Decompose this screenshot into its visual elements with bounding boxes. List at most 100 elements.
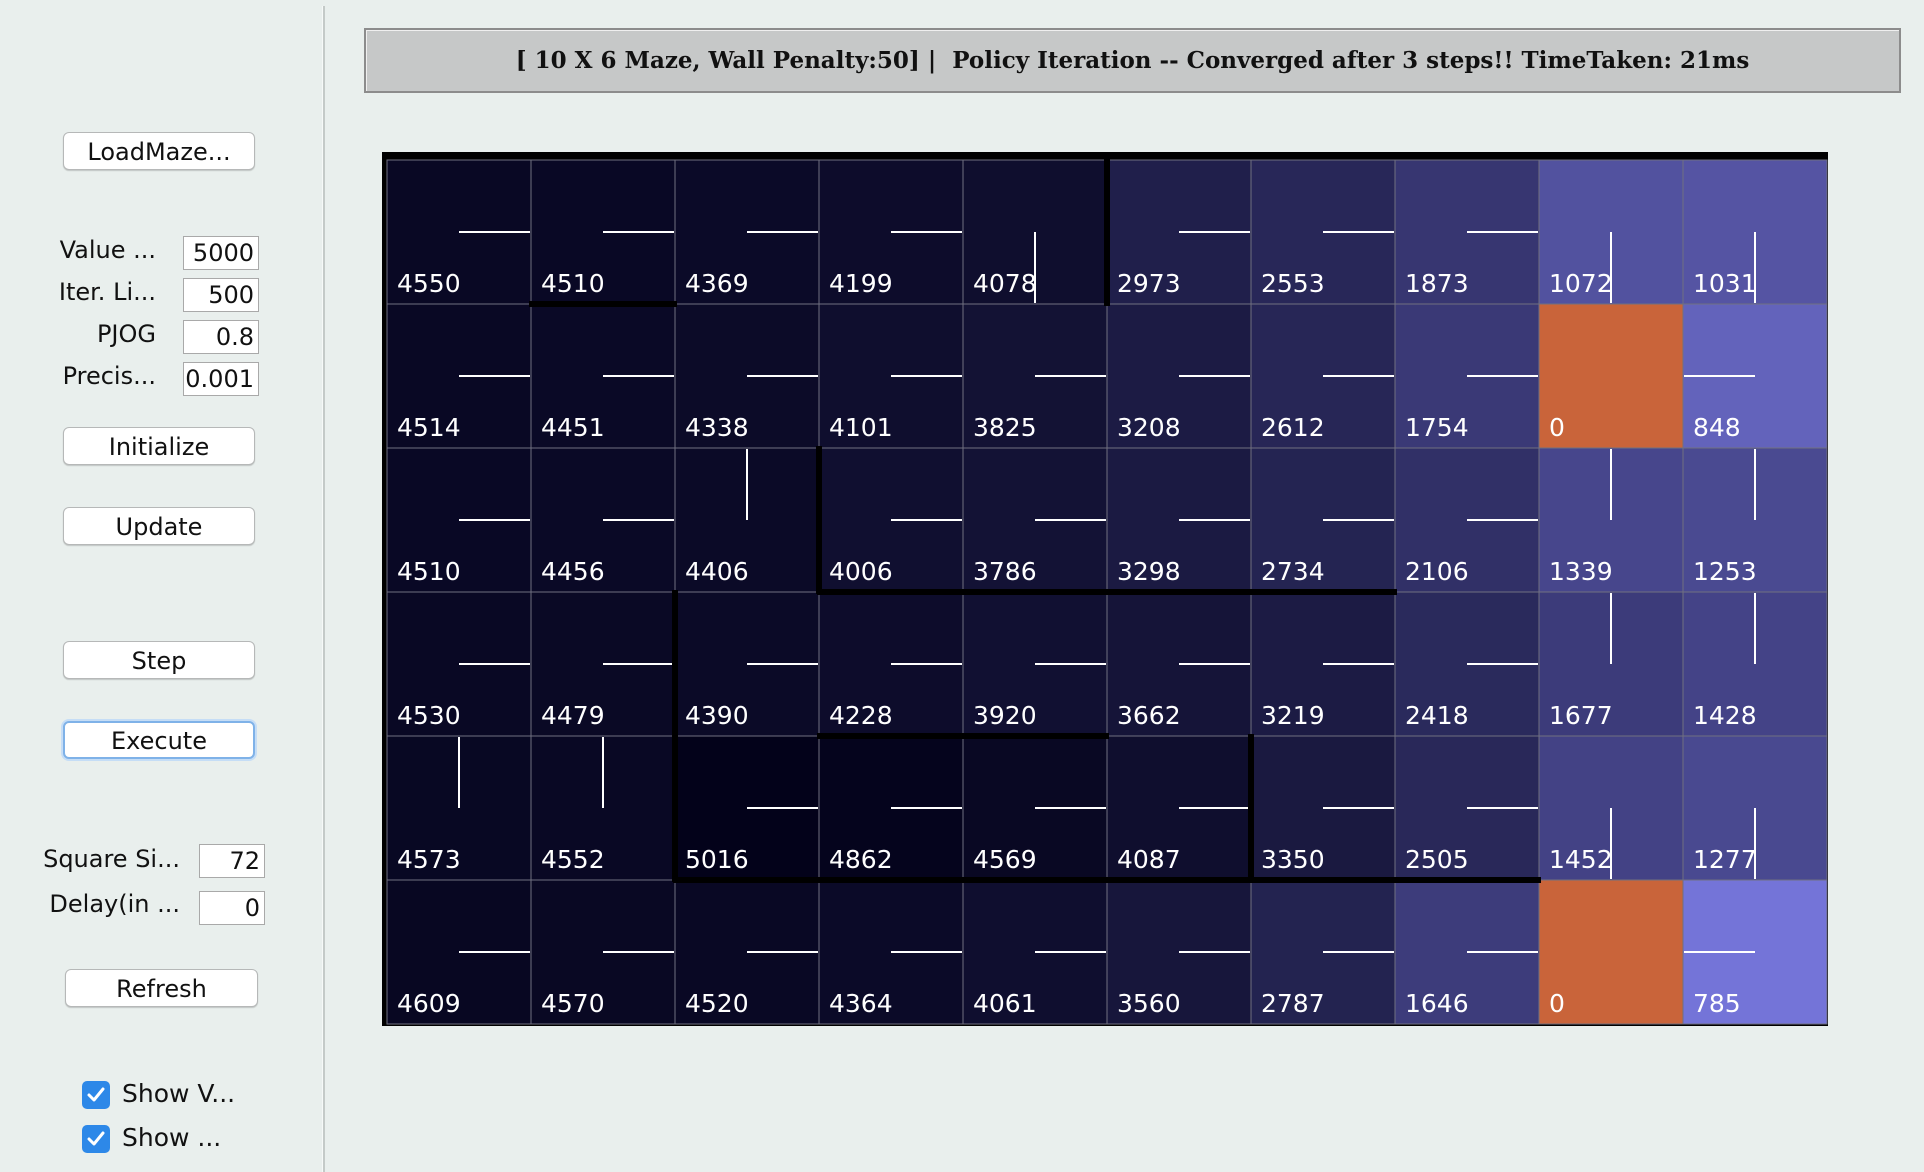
cell-value: 1428 [1693,701,1757,730]
checkmark-icon [87,1087,105,1102]
cell-value: 4862 [829,845,893,874]
panel-divider[interactable] [322,6,325,1172]
cell-value: 3920 [973,701,1037,730]
maze-wall [673,877,821,883]
cell-value: 4514 [397,413,461,442]
cell-value: 1031 [1693,269,1757,298]
cell-value: 4078 [973,269,1037,298]
maze-wall [816,446,822,594]
cell-value: 3298 [1117,557,1181,586]
cell-value: 848 [1693,413,1741,442]
maze-wall [1248,734,1254,882]
cell-value: 0 [1549,989,1565,1018]
cell-value: 1339 [1549,557,1613,586]
maze-wall [1104,158,1110,306]
cell-value: 4390 [685,701,749,730]
cell-value: 2973 [1117,269,1181,298]
initialize-button[interactable]: Initialize [63,427,255,465]
cell-value: 4550 [397,269,461,298]
maze-wall [961,877,1109,883]
cell-value: 4369 [685,269,749,298]
maze-wall [817,733,965,739]
iteration-limit-field[interactable]: 500 [183,278,259,312]
cell-value: 4406 [685,557,749,586]
delay-field[interactable]: 0 [199,891,265,925]
cell-value: 4520 [685,989,749,1018]
cell-value: 2418 [1405,701,1469,730]
cell-value: 4087 [1117,845,1181,874]
precision-label: Precis... [62,362,156,390]
cell-value: 3786 [973,557,1037,586]
cell-value: 4101 [829,413,893,442]
pjog-label: PJOG [96,320,156,348]
control-panel: LoadMaze... Value ... 5000 Iter. Li... 5… [0,0,322,1172]
maze-wall [1249,877,1397,883]
cell-value: 2553 [1261,269,1325,298]
maze-wall [1249,589,1397,595]
maze-wall [529,301,677,307]
maze-wall [1105,877,1253,883]
show-values-checkbox[interactable] [82,1081,110,1109]
maze-wall [961,733,1109,739]
cell-value: 2612 [1261,413,1325,442]
execute-button[interactable]: Execute [63,721,255,759]
cell-value: 4609 [397,989,461,1018]
square-size-label: Square Si... [43,845,180,873]
cell-value: 4570 [541,989,605,1018]
cell-value: 4569 [973,845,1037,874]
maze-canvas: 4550 4510 4369 4199 4078 2973 2553 1873 1072 1031… [386,158,1828,1025]
maze-wall [672,734,678,882]
refresh-button[interactable]: Refresh [65,969,258,1007]
maze-wall [1393,877,1541,883]
cell-value: 3662 [1117,701,1181,730]
precision-field[interactable]: 0.001 [183,362,259,396]
show-policy-label: Show ... [122,1123,222,1152]
cell-value: 4006 [829,557,893,586]
cell-value: 1253 [1693,557,1757,586]
cell-value: 4552 [541,845,605,874]
maze-wall [817,877,965,883]
cell-value: 785 [1693,989,1741,1018]
cell-value: 3208 [1117,413,1181,442]
value-limit-label: Value ... [59,236,156,264]
cell-value: 1452 [1549,845,1613,874]
load-maze-button[interactable]: LoadMaze... [63,132,255,170]
cell-value: 3825 [973,413,1037,442]
cell-value: 3350 [1261,845,1325,874]
maze-wall [817,589,965,595]
cell-value: 1754 [1405,413,1469,442]
maze-cell[interactable] [1538,879,1684,1025]
cell-value: 1873 [1405,269,1469,298]
iteration-limit-label: Iter. Li... [58,278,156,306]
cell-value: 1072 [1549,269,1613,298]
step-button[interactable]: Step [63,641,255,679]
show-values-label: Show V... [122,1079,236,1108]
maze-wall [961,589,1109,595]
pjog-field[interactable]: 0.8 [183,320,259,354]
cell-value: 1277 [1693,845,1757,874]
cell-value: 3219 [1261,701,1325,730]
cell-value: 1646 [1405,989,1469,1018]
cell-value: 4338 [685,413,749,442]
maze-cell[interactable] [1538,303,1684,449]
cell-value: 4199 [829,269,893,298]
cell-value: 5016 [685,845,749,874]
status-title: [ 10 X 6 Maze, Wall Penalty:50] | Policy… [364,28,1901,93]
cell-value: 4228 [829,701,893,730]
cell-value: 2505 [1405,845,1469,874]
cell-value: 0 [1549,413,1565,442]
square-size-field[interactable]: 72 [199,844,265,878]
cell-value: 4479 [541,701,605,730]
update-button[interactable]: Update [63,507,255,545]
maze-wall [1105,589,1253,595]
value-limit-field[interactable]: 5000 [183,236,259,270]
show-policy-checkbox[interactable] [82,1125,110,1153]
cell-value: 4061 [973,989,1037,1018]
delay-label: Delay(in ... [49,890,180,918]
cell-value: 4451 [541,413,605,442]
maze-grid: 4550 4510 4369 4199 4078 2973 2553 1873 1072 1031… [382,152,1828,1026]
cell-value: 4573 [397,845,461,874]
cell-value: 2106 [1405,557,1469,586]
cell-value: 4530 [397,701,461,730]
cell-value: 2734 [1261,557,1325,586]
